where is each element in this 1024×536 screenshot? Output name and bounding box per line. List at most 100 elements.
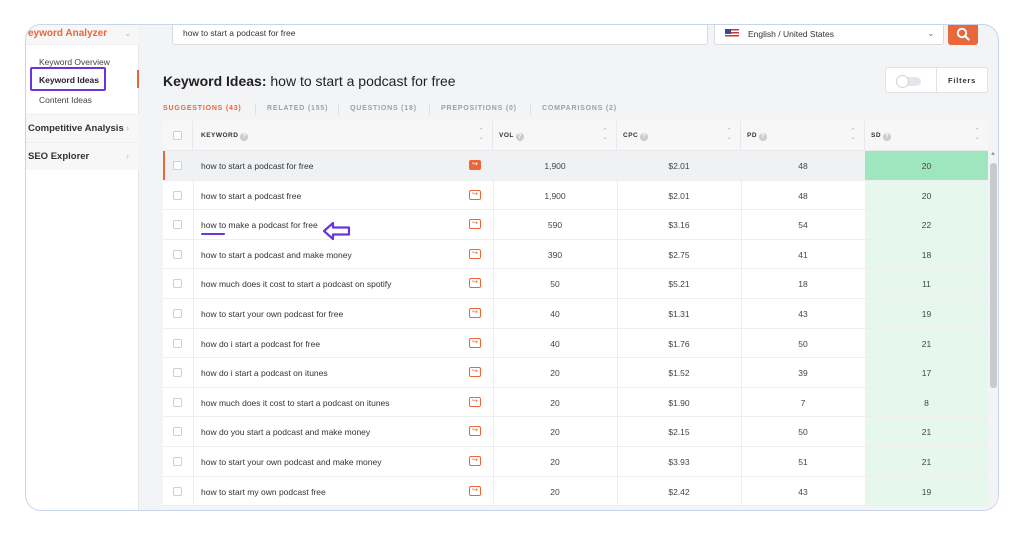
table-row[interactable]: how much does it cost to start a podcast…	[163, 269, 988, 299]
tab-related[interactable]: RELATED (155)	[267, 105, 329, 112]
table-scrollbar[interactable]: ▲	[989, 151, 998, 510]
cpc-cell: $1.76	[668, 338, 690, 349]
scrollbar-thumb[interactable]	[990, 163, 997, 388]
sort-icon: ⌃ ⌄	[726, 128, 732, 141]
pd-cell: 7	[800, 397, 806, 408]
keyword-cell[interactable]: how much does it cost to start a podcast…	[201, 279, 392, 290]
keyword-cell[interactable]: how to start your own podcast for free	[201, 309, 344, 319]
sd-cell: 21	[921, 338, 932, 349]
column-divider	[741, 328, 742, 358]
scroll-up-icon[interactable]: ▲	[990, 151, 996, 157]
table-header: KEYWORD? ⌃ ⌄ VOL? ⌃ ⌄ CPC? ⌃ ⌄ PD? ⌃ ⌄ SD? ⌃…	[163, 121, 988, 151]
column-divider	[741, 417, 742, 446]
row-checkbox[interactable]	[173, 368, 182, 378]
sidebar-section-seo-explorer[interactable]: SEO Explorer ›	[26, 142, 139, 170]
vol-cell: 20	[550, 457, 560, 467]
keyword-cell[interactable]: how much does it cost to start a podcast…	[201, 397, 390, 408]
keyword-cell[interactable]: how to start your own podcast and make m…	[201, 457, 382, 467]
table-row[interactable]: how to start your own podcast for free ↪ 4…	[163, 299, 988, 329]
sd-cell-bg	[865, 151, 988, 180]
keyword-cell[interactable]: how do i start a podcast for free	[201, 338, 321, 349]
row-checkbox[interactable]	[173, 338, 182, 348]
open-keyword-icon[interactable]: ↪	[469, 219, 481, 230]
column-divider	[741, 447, 742, 476]
row-checkbox[interactable]	[173, 427, 182, 437]
sd-cell: 22	[921, 220, 932, 231]
table-row[interactable]: how do i start a podcast on itunes ↪ 20 $1.…	[163, 358, 988, 388]
header-vol[interactable]: VOL? ⌃ ⌄	[493, 121, 617, 151]
keyword-cell[interactable]: how do i start a podcast on itunes	[201, 368, 328, 379]
row-checkbox[interactable]	[173, 486, 182, 496]
toggle-knob	[896, 75, 909, 88]
keyword-highlight-underline	[201, 233, 225, 235]
tab-questions[interactable]: QUESTIONS (18)	[350, 105, 417, 112]
open-keyword-icon[interactable]: ↪	[469, 189, 481, 200]
column-divider	[493, 210, 494, 239]
table-row[interactable]: how to start your own podcast and make m…	[163, 447, 988, 477]
search-input[interactable]: how to start a podcast for free	[172, 25, 708, 45]
column-divider	[193, 151, 194, 180]
keyword-cell[interactable]: how do you start a podcast and make mone…	[201, 427, 371, 438]
column-divider	[493, 299, 494, 328]
open-keyword-icon[interactable]: ↪	[469, 308, 481, 318]
header-vol-label: VOL	[499, 132, 514, 139]
open-keyword-icon[interactable]: ↪	[469, 485, 481, 496]
open-keyword-icon[interactable]: ↪	[469, 426, 481, 437]
keyword-cell[interactable]: how to make a podcast for free	[201, 220, 318, 231]
keyword-cell[interactable]: how to start a podcast and make money	[201, 249, 352, 260]
tab-suggestions[interactable]: SUGGESTIONS (43)	[163, 105, 242, 112]
column-divider	[617, 239, 618, 269]
header-cpc[interactable]: CPC? ⌃ ⌄	[617, 121, 741, 151]
sidebar-item-content-ideas[interactable]: Content Ideas	[39, 95, 92, 105]
language-select-value: English / United States	[748, 29, 834, 39]
filters-label: Filters	[948, 76, 977, 85]
sidebar-item-keyword-ideas[interactable]: Keyword Ideas	[39, 75, 99, 85]
toggle-track	[897, 77, 921, 86]
table-row[interactable]: how to start a podcast for free ↪ 1,900 $2.…	[163, 151, 988, 181]
row-checkbox[interactable]	[173, 190, 182, 200]
table-row[interactable]: how to make a podcast for free ↪ 590 $3.16 5…	[163, 210, 988, 240]
table-row[interactable]: how to start a podcast and make money ↪ 39…	[163, 239, 988, 270]
chevron-down-icon: ⌄	[927, 28, 935, 38]
row-checkbox[interactable]	[173, 457, 182, 466]
keyword-cell[interactable]: how to start a podcast for free	[201, 161, 314, 171]
open-keyword-icon[interactable]: ↪	[469, 160, 481, 170]
row-checkbox[interactable]	[173, 279, 182, 289]
open-keyword-icon[interactable]: ↪	[469, 337, 481, 348]
sidebar-section-competitive-analysis[interactable]: Competitive Analysis ›	[26, 114, 139, 142]
open-keyword-icon[interactable]: ↪	[469, 248, 481, 259]
column-divider	[493, 447, 494, 476]
open-keyword-icon[interactable]: ↪	[469, 396, 481, 407]
table-row[interactable]: how do you start a podcast and make mone…	[163, 417, 988, 447]
header-sd[interactable]: SD? ⌃ ⌄	[865, 121, 988, 151]
sidebar-section-label: eyword Analyzer	[28, 28, 108, 39]
table-row[interactable]: how do i start a podcast for free ↪ 40 $1.7…	[163, 328, 988, 359]
tab-comparisons[interactable]: COMPARISONS (2)	[542, 105, 617, 112]
header-keyword[interactable]: KEYWORD? ⌃ ⌄	[193, 121, 493, 151]
header-pd[interactable]: PD? ⌃ ⌄	[741, 121, 865, 151]
table-row[interactable]: how to start my own podcast free ↪ 20 $2.42…	[163, 476, 988, 507]
filter-toggle[interactable]	[885, 67, 937, 93]
open-keyword-icon[interactable]: ↪	[469, 367, 481, 378]
sidebar-section-keyword-analyzer[interactable]: eyword Analyzer ⌄	[26, 25, 139, 45]
row-checkbox[interactable]	[173, 397, 182, 407]
open-keyword-icon[interactable]: ↪	[469, 278, 481, 289]
keyword-cell[interactable]: how to start a podcast free	[201, 190, 302, 201]
open-keyword-icon[interactable]: ↪	[469, 456, 481, 466]
row-checkbox[interactable]	[173, 220, 182, 230]
sidebar-item-keyword-overview[interactable]: Keyword Overview	[39, 57, 110, 67]
row-checkbox[interactable]	[173, 161, 182, 170]
row-checkbox[interactable]	[173, 309, 182, 318]
column-divider	[193, 476, 194, 506]
table-row[interactable]: how much does it cost to start a podcast…	[163, 387, 988, 418]
keyword-cell[interactable]: how to start my own podcast free	[201, 486, 326, 497]
filters-button[interactable]: Filters	[936, 67, 988, 93]
row-checkbox[interactable]	[173, 249, 182, 259]
language-select[interactable]: English / United States ⌄	[714, 25, 944, 45]
sd-cell-bg	[865, 387, 988, 417]
select-all-checkbox[interactable]	[173, 131, 182, 140]
column-divider	[493, 328, 494, 358]
search-button[interactable]	[948, 25, 978, 45]
tab-prepositions[interactable]: PREPOSITIONS (0)	[441, 105, 517, 112]
table-row[interactable]: how to start a podcast free ↪ 1,900 $2.01 48…	[163, 180, 988, 211]
